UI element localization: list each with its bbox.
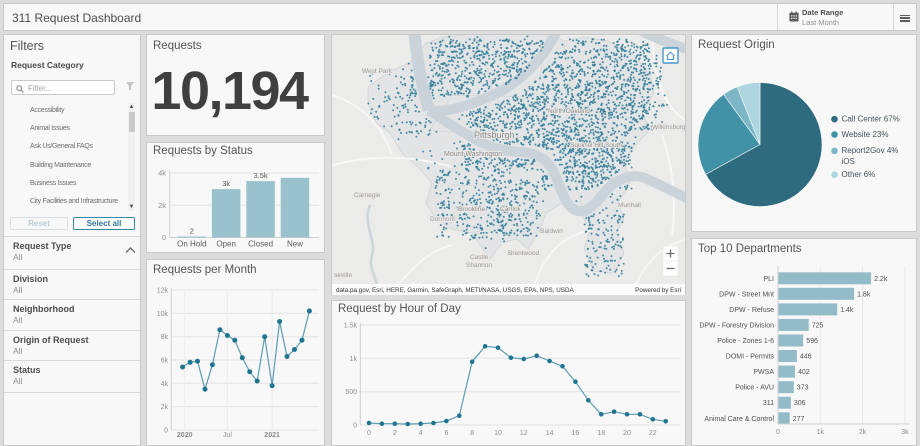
svg-text:2: 2: [393, 430, 397, 437]
svg-text:311: 311: [763, 400, 774, 407]
svg-text:725: 725: [812, 322, 824, 329]
svg-text:Report2Gov 4%: Report2Gov 4%: [842, 146, 899, 155]
svg-text:12k: 12k: [157, 288, 169, 295]
svg-text:North Oakland: North Oakland: [548, 108, 590, 115]
svg-text:Website 23%: Website 23%: [842, 130, 889, 139]
svg-text:446: 446: [800, 354, 812, 361]
svg-text:306: 306: [794, 400, 806, 407]
svg-text:2021: 2021: [264, 432, 280, 439]
svg-text:Carrick: Carrick: [500, 206, 521, 213]
svg-text:0: 0: [164, 428, 168, 435]
svg-text:Police - Zones 1-6: Police - Zones 1-6: [717, 338, 774, 345]
svg-text:3k: 3k: [901, 429, 909, 436]
svg-text:Brookline: Brookline: [458, 206, 485, 213]
svg-text:Castle: Castle: [470, 254, 489, 261]
svg-text:18: 18: [597, 430, 605, 437]
svg-text:0: 0: [353, 423, 357, 430]
svg-text:2: 2: [190, 227, 194, 236]
svg-text:Squirrel Hill South: Squirrel Hill South: [570, 142, 622, 149]
svg-text:4: 4: [419, 430, 423, 437]
svg-text:12: 12: [520, 430, 528, 437]
svg-text:2020: 2020: [177, 432, 193, 439]
svg-text:402: 402: [798, 369, 810, 376]
svg-text:1.5k: 1.5k: [344, 323, 358, 330]
svg-text:4k: 4k: [158, 169, 166, 178]
svg-text:1.8k: 1.8k: [857, 291, 871, 298]
svg-text:1.4k: 1.4k: [840, 307, 854, 314]
svg-text:New: New: [287, 240, 303, 249]
svg-text:Open: Open: [216, 240, 236, 249]
svg-text:14: 14: [546, 430, 554, 437]
svg-text:Mount Washington: Mount Washington: [444, 151, 502, 158]
svg-text:20: 20: [623, 430, 631, 437]
svg-text:data.pa.gov, Esri, HERE, Garmi: data.pa.gov, Esri, HERE, Garmin, SafeGra…: [336, 287, 575, 294]
svg-text:DPW - Refuse: DPW - Refuse: [729, 307, 774, 314]
svg-text:2k: 2k: [859, 429, 867, 436]
svg-text:PLI: PLI: [763, 276, 774, 283]
svg-text:West Park: West Park: [362, 68, 393, 75]
svg-text:3k: 3k: [222, 179, 230, 188]
svg-text:Powered by Esri: Powered by Esri: [635, 287, 681, 294]
svg-text:0: 0: [162, 233, 166, 242]
svg-text:On Hold: On Hold: [177, 240, 206, 249]
svg-text:373: 373: [797, 385, 809, 392]
svg-text:1k: 1k: [817, 429, 825, 436]
svg-text:Dormont: Dormont: [430, 216, 455, 223]
svg-text:seville: seville: [334, 272, 352, 279]
svg-text:iOS: iOS: [842, 157, 855, 166]
svg-text:Police - AVU: Police - AVU: [735, 385, 774, 392]
svg-text:DPW - Street Mnt: DPW - Street Mnt: [719, 291, 774, 298]
svg-text:2k: 2k: [158, 201, 166, 210]
svg-text:22: 22: [649, 430, 657, 437]
svg-text:596: 596: [806, 338, 818, 345]
svg-text:Animal Care & Control: Animal Care & Control: [704, 416, 774, 423]
svg-text:6: 6: [444, 430, 448, 437]
svg-text:277: 277: [793, 416, 805, 423]
svg-text:3.5k: 3.5k: [254, 171, 268, 180]
svg-text:Call Center 67%: Call Center 67%: [842, 115, 900, 124]
svg-text:2k: 2k: [161, 404, 169, 411]
svg-text:Other 6%: Other 6%: [842, 170, 876, 179]
svg-text:Shannon: Shannon: [466, 262, 492, 269]
svg-text:8: 8: [470, 430, 474, 437]
svg-text:0: 0: [367, 430, 371, 437]
svg-text:Munhall: Munhall: [618, 202, 641, 209]
svg-text:Wilkinsburg: Wilkinsburg: [652, 124, 685, 131]
svg-text:2.2k: 2.2k: [874, 276, 888, 283]
svg-text:8k: 8k: [161, 334, 169, 341]
svg-text:10k: 10k: [157, 311, 169, 318]
svg-text:500: 500: [345, 389, 357, 396]
svg-text:PWSA: PWSA: [753, 369, 774, 376]
svg-text:1k: 1k: [350, 356, 358, 363]
svg-text:DOMI - Permits: DOMI - Permits: [726, 354, 775, 361]
svg-text:DPW - Forestry Division: DPW - Forestry Division: [699, 322, 774, 329]
svg-text:Carnegie: Carnegie: [354, 192, 381, 199]
svg-text:Closed: Closed: [248, 240, 273, 249]
svg-text:4k: 4k: [161, 381, 169, 388]
svg-text:10: 10: [494, 430, 502, 437]
svg-text:0: 0: [776, 429, 780, 436]
svg-text:16: 16: [572, 430, 580, 437]
svg-text:Brentwood: Brentwood: [508, 250, 539, 257]
svg-text:6k: 6k: [161, 358, 169, 365]
svg-text:Jul: Jul: [223, 432, 232, 439]
svg-text:Baldwin: Baldwin: [540, 228, 563, 235]
svg-text:Pittsburgh: Pittsburgh: [474, 130, 515, 140]
